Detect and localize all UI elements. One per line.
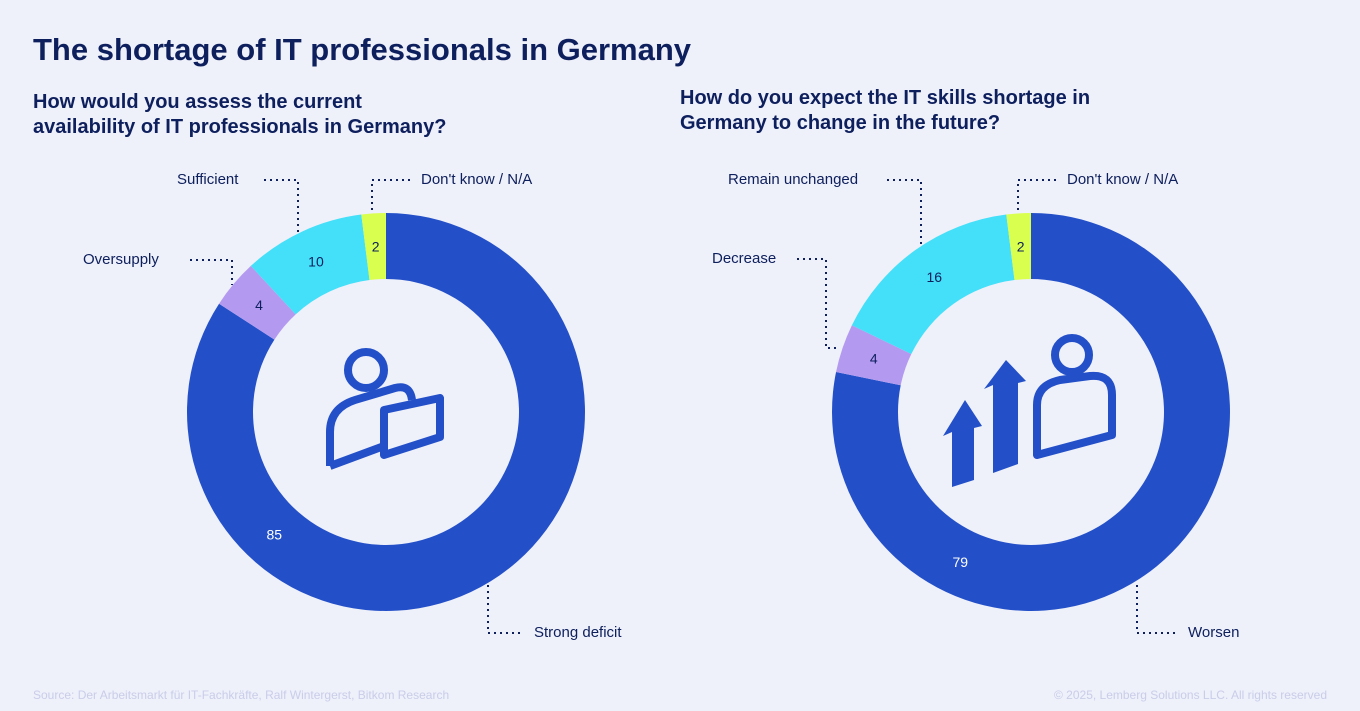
leader-oversupply — [190, 259, 233, 285]
label-remain: Remain unchanged — [728, 171, 859, 188]
donut-segment-don-t-know-n-a — [361, 213, 386, 281]
page-title: The shortage of IT professionals in Germ… — [33, 32, 692, 67]
chart-1-title: How would you assess the current availab… — [33, 91, 447, 138]
donut-segment-strong-deficit — [186, 213, 585, 611]
leader-worsen — [1136, 585, 1177, 634]
data-label: 85 — [266, 527, 282, 543]
person-growth-arrows-icon — [943, 334, 1116, 487]
data-label: 16 — [926, 269, 942, 285]
leader-strong-deficit — [487, 585, 524, 634]
donut-segment-don-t-know-n-a — [1006, 213, 1031, 281]
leader-lines — [190, 179, 1177, 634]
label-dontknow-2: Don't know / N/A — [1067, 171, 1179, 188]
donut-segment-sufficient — [250, 214, 370, 315]
label-decrease: Decrease — [712, 250, 777, 267]
data-label: 10 — [308, 253, 324, 269]
label-dontknow-1: Don't know / N/A — [421, 171, 533, 188]
donut-chart-1: 85 4 10 2 — [186, 213, 585, 611]
label-oversupply: Oversupply — [83, 251, 159, 268]
leader-decrease — [797, 258, 838, 349]
data-label: 2 — [372, 238, 380, 254]
copyright: © 2025, Lemberg Solutions LLC. All right… — [1054, 688, 1327, 702]
leader-dontknow-1 — [371, 179, 410, 212]
donut-segment-remain-unchanged — [851, 214, 1015, 355]
chart-2-title: How do you expect the IT skills shortage… — [680, 87, 1091, 134]
donut-segment-oversupply — [219, 265, 296, 340]
donut-segment-decrease — [836, 325, 912, 386]
donut-chart-2: 79 4 16 2 — [831, 213, 1230, 611]
label-strong-deficit: Strong deficit — [534, 624, 622, 641]
data-label: 4 — [255, 297, 263, 313]
source-note: Source: Der Arbeitsmarkt für IT-Fachkräf… — [33, 688, 450, 702]
data-label: 79 — [952, 554, 968, 570]
leader-sufficient — [264, 179, 299, 235]
leader-remain — [887, 179, 922, 245]
label-sufficient: Sufficient — [177, 171, 239, 188]
person-at-desk-icon — [326, 348, 444, 470]
data-label: 2 — [1017, 238, 1025, 254]
label-worsen: Worsen — [1188, 624, 1240, 641]
data-label: 4 — [870, 351, 878, 367]
leader-dontknow-2 — [1017, 179, 1056, 212]
donut-segment-worsen — [831, 213, 1230, 611]
